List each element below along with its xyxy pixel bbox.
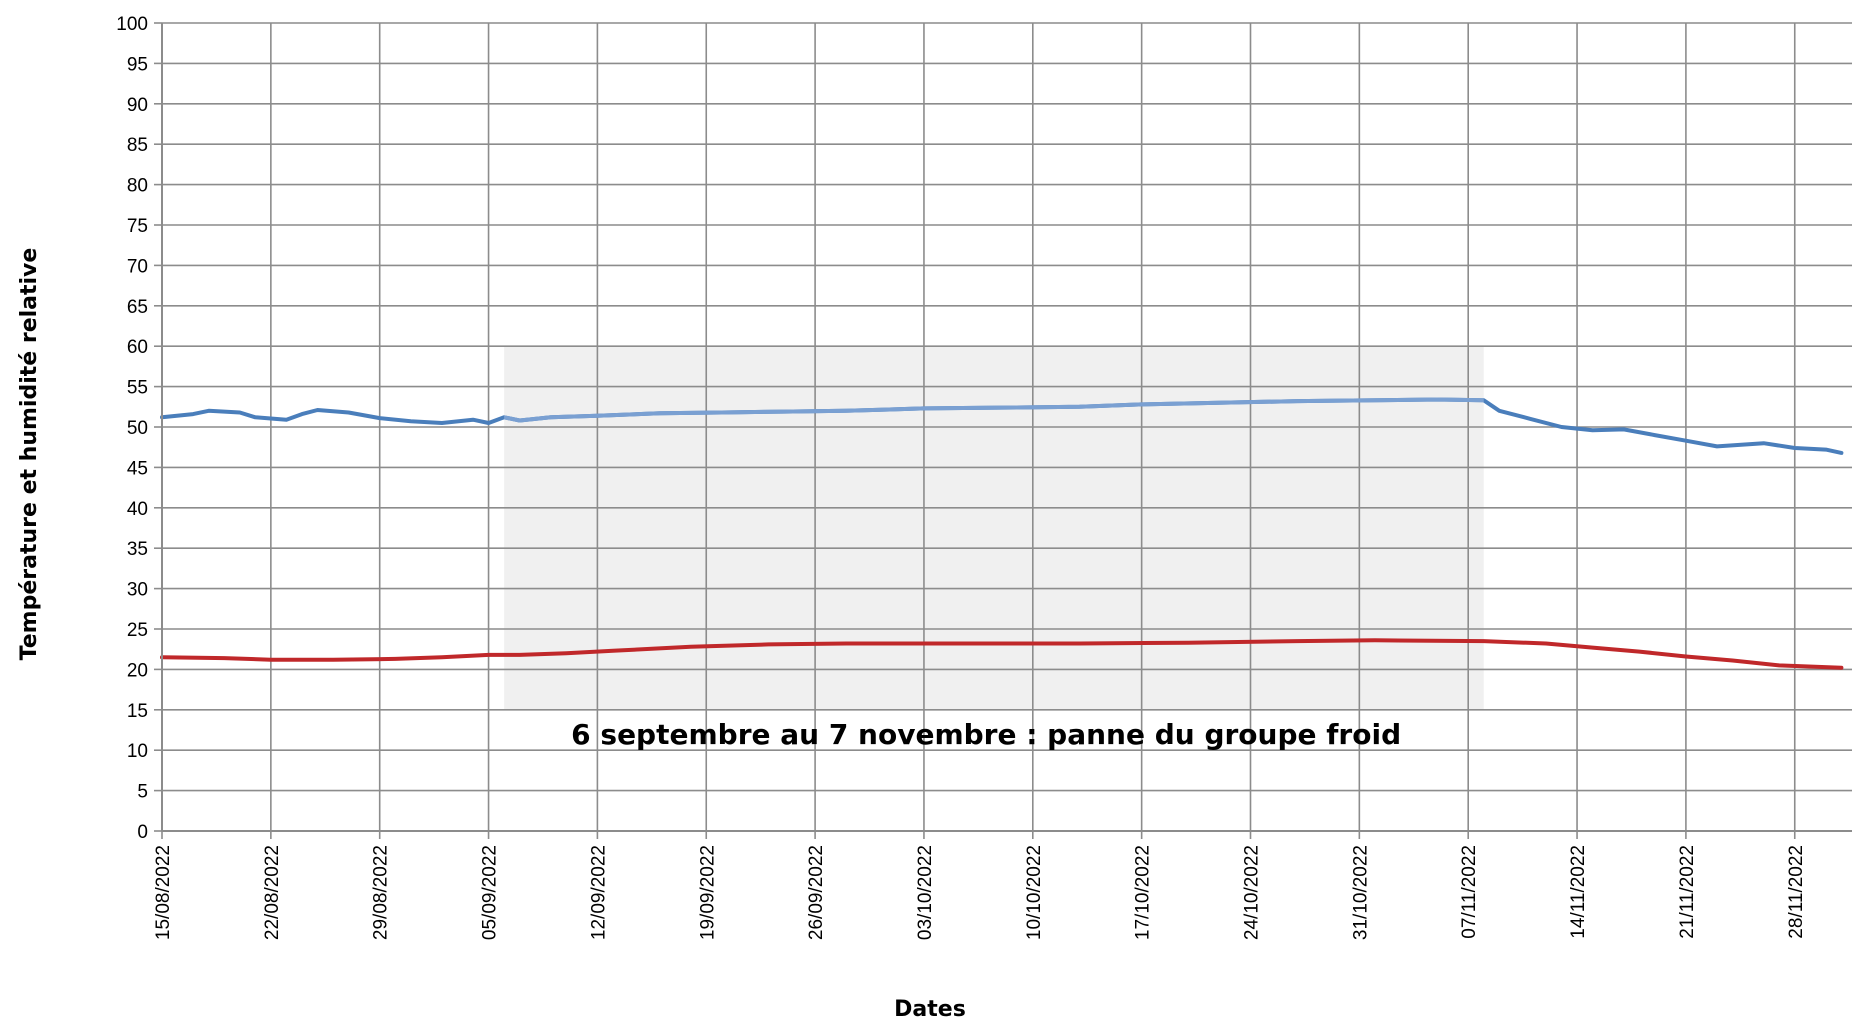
y-tick-label: 75 <box>127 216 148 237</box>
x-tick-label: 15/08/2022 <box>153 845 174 940</box>
x-axis-title: Dates <box>894 997 966 1022</box>
x-tick-label: 12/09/2022 <box>588 845 609 940</box>
x-tick-label: 24/10/2022 <box>1242 845 1263 940</box>
annotation-label: 6 septembre au 7 novembre : panne du gro… <box>571 718 1401 751</box>
x-tick-label: 10/10/2022 <box>1024 845 1045 940</box>
series-layer <box>160 397 1844 670</box>
x-tick-label: 07/11/2022 <box>1459 845 1480 939</box>
y-tick-label: 30 <box>127 580 148 601</box>
y-axis-title: Température et humidité relative <box>17 248 42 661</box>
y-tick-label: 70 <box>127 256 148 277</box>
y-tick-label: 95 <box>127 54 148 75</box>
grid-layer <box>161 22 1852 832</box>
x-tick-label: 21/11/2022 <box>1677 845 1698 939</box>
y-tick-label: 45 <box>127 458 148 479</box>
axis-layer <box>154 22 1852 839</box>
y-tick-label: 20 <box>127 660 148 681</box>
x-tick-label: 28/11/2022 <box>1786 845 1807 939</box>
y-tick-label: 40 <box>127 499 148 520</box>
y-tick-label: 35 <box>127 539 148 560</box>
x-tick-label: 31/10/2022 <box>1350 845 1371 940</box>
y-tick-label: 80 <box>127 176 148 197</box>
y-tick-label: 90 <box>127 95 148 116</box>
y-tick-label: 50 <box>127 418 148 439</box>
x-tick-label: 22/08/2022 <box>262 845 283 940</box>
y-tick-label: 5 <box>137 782 148 803</box>
y-tick-label: 0 <box>137 822 148 843</box>
y-tick-label: 100 <box>116 14 148 35</box>
y-tick-label: 85 <box>127 135 148 156</box>
x-tick-label: 19/09/2022 <box>697 845 718 940</box>
y-tick-label: 10 <box>127 741 148 762</box>
x-tick-label: 14/11/2022 <box>1568 845 1589 939</box>
x-tick-label: 26/09/2022 <box>806 845 827 940</box>
x-tick-label: 17/10/2022 <box>1133 845 1154 940</box>
y-tick-label: 65 <box>127 297 148 318</box>
x-tick-label: 03/10/2022 <box>915 845 936 940</box>
x-tick-label: 29/08/2022 <box>371 845 392 940</box>
x-tick-label: 05/09/2022 <box>480 845 501 940</box>
y-tick-label: 60 <box>127 337 148 358</box>
y-tick-label: 25 <box>127 620 148 641</box>
series-line-1-highlight <box>504 397 1484 423</box>
x-tick-labels: 15/08/2022 22/08/2022 29/08/2022 05/09/2022… <box>153 845 1807 940</box>
y-tick-label: 55 <box>127 378 148 399</box>
y-tick-labels: 0 5 10 15 20 25 30 35 40 45 50 55 60 65 70 75 80 85 90 95 10… <box>116 14 148 843</box>
y-tick-label: 15 <box>127 701 148 722</box>
series-line-2 <box>160 638 1844 670</box>
